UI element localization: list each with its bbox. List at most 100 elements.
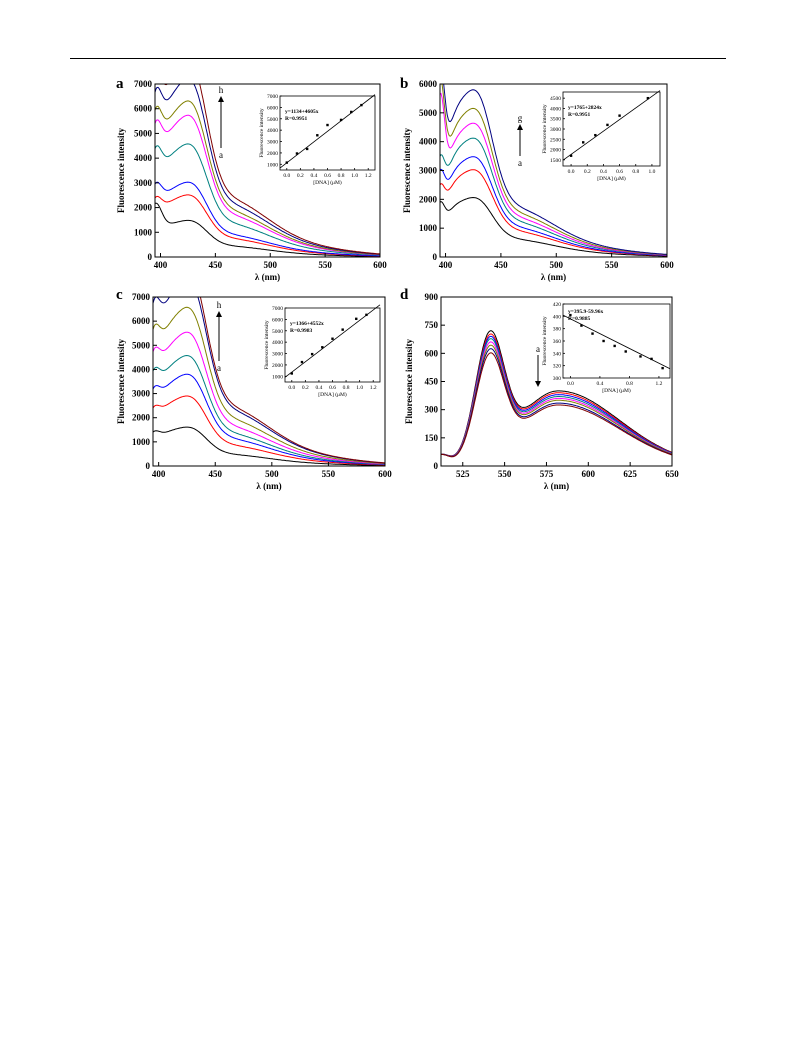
- inset-plot: 0.0 0.2 0.4 0.6 0.8 1.0 1.2 1000 2000 3000 4000 500…: [264, 304, 381, 398]
- y-tick-label: 2000: [134, 203, 153, 213]
- series-line-5: [155, 114, 380, 256]
- y-tick-label: 450: [425, 377, 439, 387]
- series-line-3: [155, 181, 380, 257]
- inset-x-tick-label: 1.2: [370, 385, 377, 391]
- series-line-3: [153, 373, 385, 466]
- arrow-end-label: h: [219, 85, 224, 95]
- inset-data-point: [613, 344, 616, 348]
- series-line-8: [163, 84, 380, 255]
- inset-data-point: [295, 152, 299, 155]
- series-line-4: [153, 354, 385, 465]
- inset-data-point: [339, 118, 343, 122]
- inset-data-point: [305, 147, 309, 151]
- inset-y-tick-label: 6000: [267, 105, 278, 111]
- inset-x-axis-label: [DNA] (μM): [602, 387, 631, 394]
- x-axis-label: λ (nm): [256, 481, 281, 491]
- inset-equation: y=1366+4552x: [290, 321, 324, 327]
- series-line-3: [440, 156, 667, 256]
- x-axis-label: λ (nm): [544, 481, 569, 491]
- inset-y-tick-label: 6000: [272, 317, 283, 323]
- inset-r-value: R=0.9983: [290, 328, 312, 334]
- series-line-7: [441, 348, 672, 458]
- inset-y-tick-label: 2000: [267, 151, 278, 157]
- inset-data-point: [639, 355, 642, 358]
- inset-x-tick-label: 1.0: [648, 169, 655, 175]
- x-tick-label: 600: [660, 260, 674, 270]
- inset-y-tick-label: 5000: [267, 117, 278, 123]
- y-tick-label: 900: [425, 292, 439, 302]
- panel-label: a: [116, 76, 124, 92]
- inset-y-tick-label: 3000: [267, 140, 278, 146]
- inset-y-tick-label: 4000: [267, 128, 278, 134]
- x-tick-label: 400: [439, 260, 453, 270]
- series-group: [155, 84, 380, 257]
- y-axis-label: Fluorescence intensity: [116, 127, 126, 213]
- x-tick-label: 400: [152, 469, 166, 479]
- y-tick-label: 750: [425, 320, 439, 330]
- inset-data-point: [326, 123, 329, 127]
- arrow-start-label: a: [536, 344, 540, 354]
- inset-data-point: [646, 96, 650, 100]
- header-rule: [70, 58, 726, 59]
- inset-x-tick-label: 1.0: [351, 173, 358, 179]
- y-tick-label: 6000: [132, 316, 151, 326]
- inset-x-tick-label: 0.2: [297, 173, 304, 179]
- panel-d: 525 550 575 600 625 650 0 150 300 450 600 750 900 λ (…: [400, 287, 679, 491]
- x-axis-label: λ (nm): [541, 272, 566, 282]
- y-axis-label: Fluorescence intensity: [402, 127, 412, 213]
- y-tick-label: 7000: [134, 79, 153, 89]
- inset-data-point: [580, 324, 583, 327]
- arrow-head: [216, 311, 222, 317]
- x-tick-label: 550: [498, 469, 512, 479]
- inset-data-point: [285, 161, 288, 164]
- inset-x-tick-label: 0.4: [310, 173, 317, 179]
- inset-data-point: [310, 352, 314, 356]
- y-tick-label: 5000: [132, 340, 151, 350]
- inset-data-point: [569, 154, 573, 157]
- inset-data-point: [602, 339, 605, 343]
- inset-y-tick-label: 360: [553, 339, 562, 345]
- panel-c: 400 450 500 550 6000100020003000400050006000…: [116, 287, 392, 491]
- inset-x-tick-label: 1.0: [356, 385, 363, 391]
- inset-x-tick-label: 0.8: [338, 173, 345, 179]
- series-group: [440, 84, 667, 257]
- inset-x-tick-label: 0.6: [324, 173, 331, 179]
- inset-data-point: [350, 110, 353, 114]
- y-tick-label: 1000: [132, 437, 151, 447]
- trend-arrow: a: [535, 344, 541, 387]
- inset-x-axis-label: [DNA] (μM): [313, 179, 342, 186]
- series-line-5: [441, 341, 672, 457]
- inset-x-tick-label: 0.8: [632, 169, 639, 175]
- x-tick-label: 525: [456, 469, 470, 479]
- series-line-4: [155, 143, 380, 256]
- inset-data-point: [582, 141, 585, 144]
- inset-y-axis-label: Fluorescence intensity: [542, 104, 548, 154]
- y-tick-label: 7000: [132, 292, 151, 302]
- x-axis-label: λ (nm): [255, 272, 280, 282]
- series-line-7: [155, 84, 380, 255]
- arrow-start-label: a: [217, 363, 221, 373]
- inset-data-point: [618, 114, 621, 117]
- y-tick-label: 0: [433, 252, 438, 262]
- inset-y-tick-label: 400: [553, 314, 562, 320]
- x-tick-label: 550: [322, 469, 336, 479]
- inset-x-tick-label: 0.4: [315, 385, 322, 391]
- series-line-1: [153, 426, 385, 466]
- inset-y-tick-label: 380: [553, 327, 562, 333]
- inset-r-value: R=0.9951: [285, 116, 307, 122]
- series-line-6: [153, 306, 385, 464]
- inset-y-tick-label: 3500: [550, 117, 561, 123]
- y-tick-label: 3000: [132, 389, 151, 399]
- series-line-2: [153, 395, 385, 466]
- inset-x-tick-label: 0.2: [584, 169, 591, 175]
- inset-y-tick-label: 4500: [550, 96, 561, 102]
- y-axis-label: Fluorescence intensity: [404, 338, 414, 424]
- inset-y-tick-label: 300: [553, 376, 562, 382]
- y-tick-label: 5000: [419, 108, 438, 118]
- inset-frame: [562, 303, 671, 379]
- y-tick-label: 0: [146, 461, 151, 471]
- inset-data-point: [331, 337, 334, 340]
- trend-arrow: ga: [517, 113, 523, 168]
- inset-data-point: [290, 372, 293, 375]
